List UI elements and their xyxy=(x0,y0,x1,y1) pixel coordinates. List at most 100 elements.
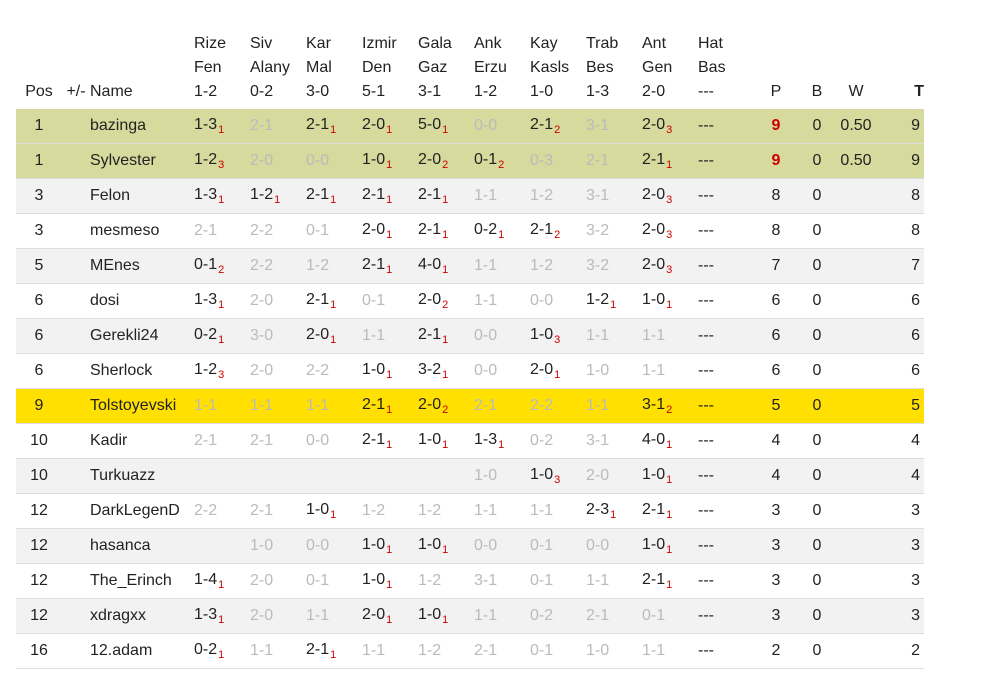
prediction-cell: 2-1 xyxy=(586,143,642,179)
prediction-score: 0-2 xyxy=(194,641,218,658)
table-row[interactable]: 12 DarkLegenD 2-2 2-1 1-01 1-2 1-2 1-1 1-1 2-31 2-… xyxy=(16,493,962,529)
table-row[interactable]: 3 Felon 1-31 1-21 2-11 2-11 2-11 1-1 1-2 3-1 2-03-… xyxy=(16,178,962,214)
prediction-score: 2-0 xyxy=(418,291,442,308)
bonus-cell: 0 xyxy=(798,423,836,459)
prediction-cell: 3-1 xyxy=(586,423,642,459)
table-row[interactable]: 6 Sherlock 1-23 2-0 2-2 1-01 3-21 0-0 2-01 1-0 1-1… xyxy=(16,353,962,389)
prediction-score: --- xyxy=(698,432,714,449)
prediction-score: 2-1 xyxy=(362,431,386,448)
player-name[interactable]: 12.adam xyxy=(90,633,194,669)
prediction-rank: 1 xyxy=(666,159,673,171)
table-row[interactable]: 6 Gerekli24 0-21 3-0 2-01 1-1 2-11 0-0 1-03 1-1 1-… xyxy=(16,318,962,354)
table-row[interactable]: 5 MEnes 0-12 2-2 1-2 2-11 4-01 1-1 1-2 3-2 2-03 ---… xyxy=(16,248,962,284)
table-row[interactable]: 12 xdragxx 1-31 2-0 1-1 2-01 1-01 1-1 0-2 2-1 0-1-… xyxy=(16,598,962,634)
player-name[interactable]: Sherlock xyxy=(90,353,194,389)
player-name[interactable]: dosi xyxy=(90,283,194,319)
player-name[interactable]: Turkuazz xyxy=(90,458,194,494)
prediction-score: 1-2 xyxy=(194,151,218,168)
header-match-9[interactable]: Hat Bas --- xyxy=(698,32,754,109)
table-row[interactable]: 16 12.adam 0-21 1-1 2-11 1-1 1-2 2-1 0-1 1-0 1-1 --… xyxy=(16,633,962,669)
prediction-cell: 1-21 xyxy=(586,283,642,319)
prediction-rank: 1 xyxy=(386,229,393,241)
player-name[interactable]: The_Erinch xyxy=(90,563,194,599)
win-share-cell xyxy=(836,528,876,564)
prediction-rank: 1 xyxy=(442,334,449,346)
position-cell: 10 xyxy=(16,458,62,494)
win-share-cell xyxy=(836,283,876,319)
plus-minus-cell xyxy=(62,528,90,564)
plus-minus-cell xyxy=(62,388,90,424)
player-name[interactable]: Gerekli24 xyxy=(90,318,194,354)
prediction-cell: 2-11 xyxy=(306,109,362,144)
prediction-score: 1-3 xyxy=(194,291,218,308)
prediction-score: 0-2 xyxy=(530,607,554,624)
prediction-cell: 1-0 xyxy=(474,458,530,494)
prediction-score: 2-1 xyxy=(530,221,554,238)
points-cell: 7 xyxy=(754,248,798,284)
prediction-cell: 1-31 xyxy=(194,178,250,214)
prediction-rank: 1 xyxy=(442,439,449,451)
prediction-cell xyxy=(194,458,250,494)
prediction-rank: 1 xyxy=(218,194,225,206)
prediction-cell: 1-1 xyxy=(642,353,698,389)
player-name[interactable]: hasanca xyxy=(90,528,194,564)
player-name[interactable]: mesmeso xyxy=(90,213,194,249)
player-name[interactable]: Tolstoyevski xyxy=(90,388,194,424)
player-name[interactable]: xdragxx xyxy=(90,598,194,634)
header-match-8[interactable]: Ant Gen 2-0 xyxy=(642,32,698,109)
prediction-cell: 1-01 xyxy=(306,493,362,529)
points-cell: 4 xyxy=(754,458,798,494)
table-row[interactable]: 10 Kadir 2-1 2-1 0-0 2-11 1-01 1-31 0-2 3-1 4-01 --… xyxy=(16,423,962,459)
header-match-l2: Den xyxy=(362,59,392,76)
prediction-cell: 4-01 xyxy=(418,248,474,284)
table-row[interactable]: 12 The_Erinch 1-41 2-0 0-1 1-01 1-2 3-1 0-1 1-1 2-… xyxy=(16,563,962,599)
player-name[interactable]: Sylvester xyxy=(90,143,194,179)
bonus-cell: 0 xyxy=(798,633,836,669)
header-match-4[interactable]: Gala Gaz 3-1 xyxy=(418,32,474,109)
prediction-cell: 2-01 xyxy=(530,353,586,389)
prediction-score: 1-3 xyxy=(194,116,218,133)
header-name: Name xyxy=(90,83,133,100)
prediction-cell: 0-2 xyxy=(530,598,586,634)
prediction-rank: 2 xyxy=(666,404,673,416)
prediction-score: 2-0 xyxy=(250,292,274,309)
prediction-rank: 1 xyxy=(442,194,449,206)
player-name[interactable]: Felon xyxy=(90,178,194,214)
player-name[interactable]: MEnes xyxy=(90,248,194,284)
header-match-7[interactable]: Trab Bes 1-3 xyxy=(586,32,642,109)
prediction-score: --- xyxy=(698,327,714,344)
prediction-score: 1-1 xyxy=(474,292,498,309)
prediction-cell: 2-0 xyxy=(250,598,306,634)
player-name[interactable]: DarkLegenD xyxy=(90,493,194,529)
table-row[interactable]: 1 Sylvester 1-23 2-0 0-0 1-01 2-02 0-12 0-3 2-1 2-… xyxy=(16,143,962,179)
table-row[interactable]: 12 hasanca 1-0 0-0 1-01 1-01 0-0 0-1 0-0 1-01 --- 3… xyxy=(16,528,962,564)
prediction-score: 1-0 xyxy=(362,571,386,588)
header-match-5[interactable]: Ank Erzu 1-2 xyxy=(474,32,530,109)
prediction-cell: 2-03 xyxy=(642,178,698,214)
player-name[interactable]: bazinga xyxy=(90,109,194,144)
prediction-score: 1-2 xyxy=(530,257,554,274)
header-match-0[interactable]: Rize Fen 1-2 xyxy=(194,32,250,109)
header-match-3[interactable]: Izmir Den 5-1 xyxy=(362,32,418,109)
table-row[interactable]: 6 dosi 1-31 2-0 2-11 0-1 2-02 1-1 0-0 1-21 1-01 ---… xyxy=(16,283,962,319)
prediction-score: 4-0 xyxy=(418,256,442,273)
header-match-1[interactable]: Siv Alany 0-2 xyxy=(250,32,306,109)
header-match-2[interactable]: Kar Mal 3-0 xyxy=(306,32,362,109)
table-row[interactable]: 9 Tolstoyevski 1-1 1-1 1-1 2-11 2-02 2-1 2-2 1-1 3… xyxy=(16,388,962,424)
player-name[interactable]: Kadir xyxy=(90,423,194,459)
prediction-cell: 1-1 xyxy=(250,388,306,424)
prediction-score: 0-1 xyxy=(306,222,330,239)
table-row[interactable]: 3 mesmeso 2-1 2-2 0-1 2-01 2-11 0-21 2-12 3-2 2-03… xyxy=(16,213,962,249)
header-match-6[interactable]: Kay Kasls 1-0 xyxy=(530,32,586,109)
bonus-cell: 0 xyxy=(798,213,836,249)
prediction-score: 1-0 xyxy=(586,642,610,659)
prediction-cell: 1-1 xyxy=(362,633,418,669)
prediction-cell: 1-1 xyxy=(474,598,530,634)
prediction-cell: 0-21 xyxy=(194,318,250,354)
prediction-cell: 1-1 xyxy=(362,318,418,354)
prediction-score: 0-1 xyxy=(642,607,666,624)
table-row[interactable]: 10 Turkuazz 1-0 1-03 2-0 1-01 --- 4 0 4 xyxy=(16,458,962,494)
total-cell: 8 xyxy=(876,178,924,214)
table-row[interactable]: 1 bazinga 1-31 2-1 2-11 2-01 5-01 0-0 2-12 3-1 2-0… xyxy=(16,109,962,144)
bonus-cell: 0 xyxy=(798,563,836,599)
